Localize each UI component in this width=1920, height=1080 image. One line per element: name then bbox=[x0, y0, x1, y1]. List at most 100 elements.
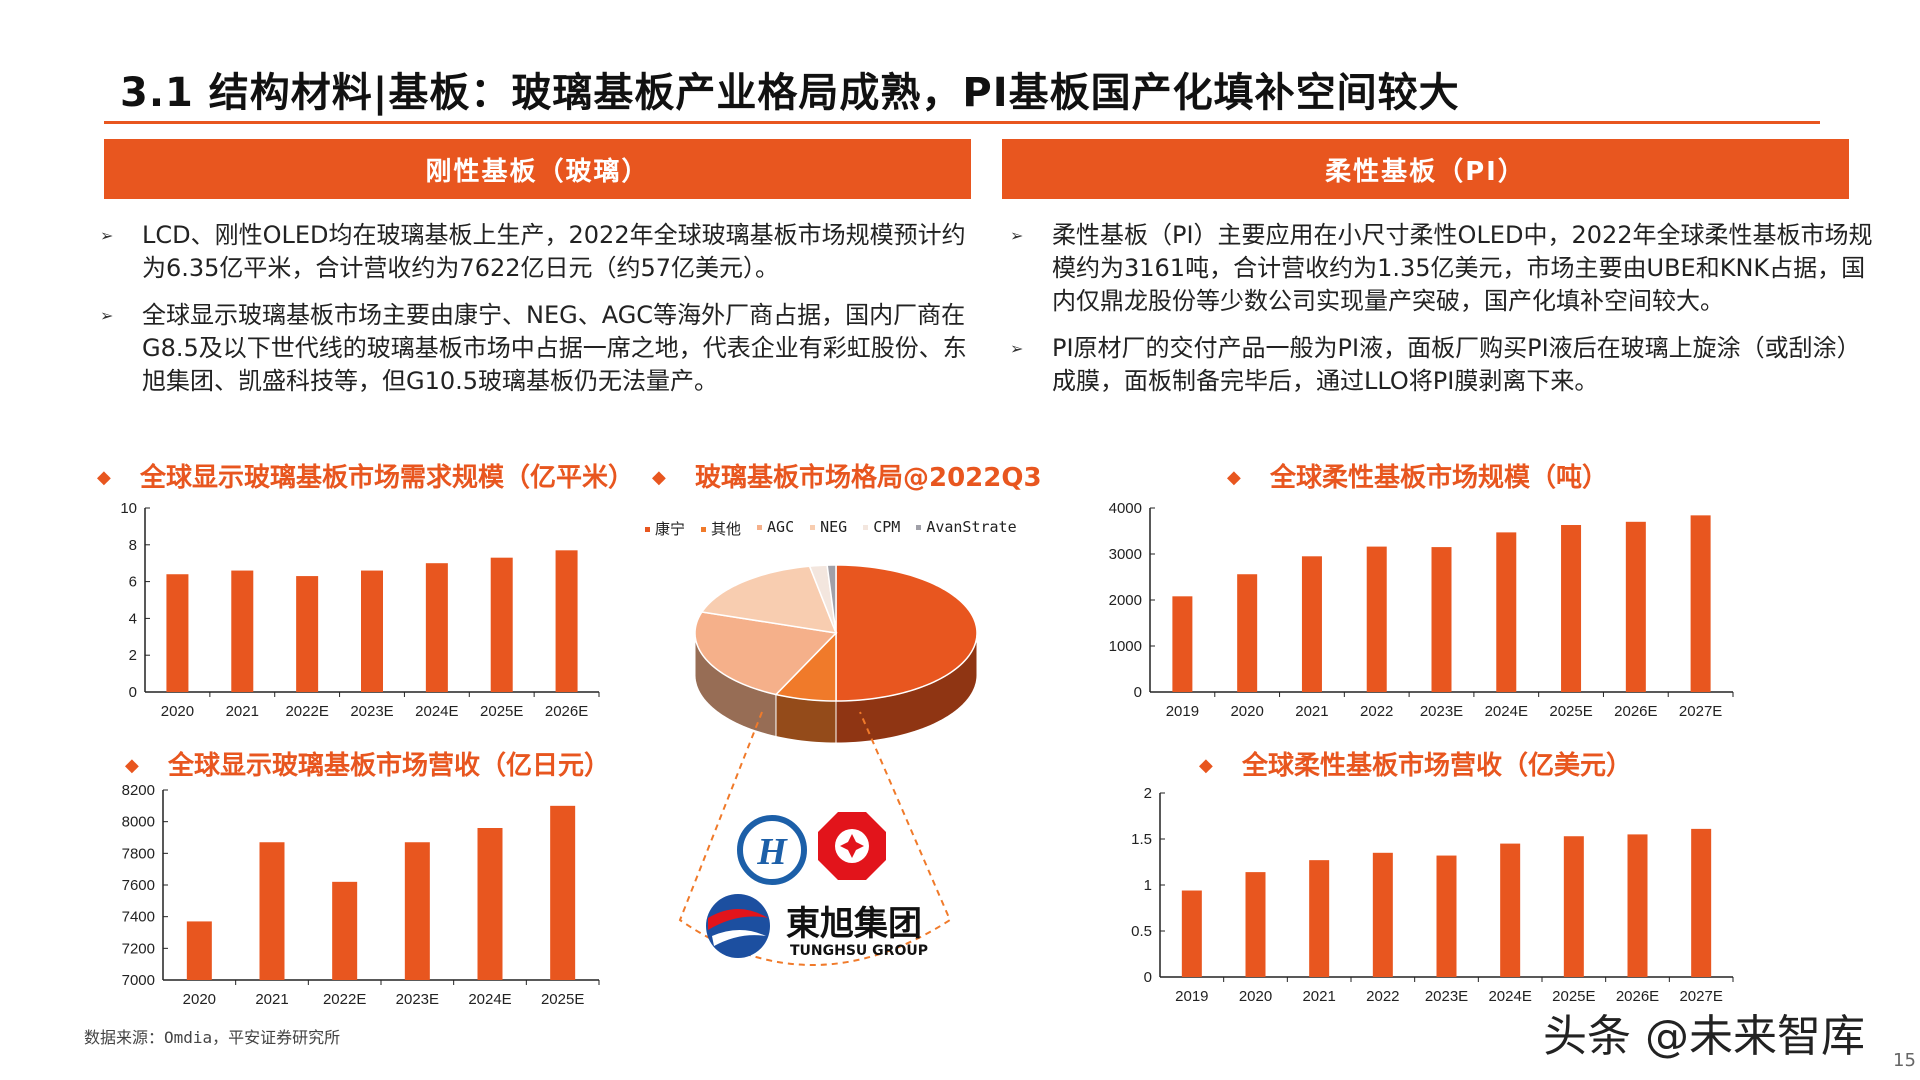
x-tick-label: 2024E bbox=[415, 703, 458, 720]
pie-legend: 康宁 其他 AGC NEG CPM AvanStrate bbox=[645, 518, 1017, 539]
legend-item: CPM bbox=[863, 518, 900, 539]
bar bbox=[1496, 532, 1517, 692]
bullet-text: 柔性基板（PI）主要应用在小尺寸柔性OLED中，2022年全球柔性基板市场规模约… bbox=[1052, 221, 1873, 315]
bar bbox=[1625, 521, 1646, 692]
chart-title-pie: ◆ 玻璃基板市场格局@2022Q3 bbox=[652, 461, 1042, 495]
title-divider bbox=[104, 121, 1820, 124]
y-tick-label: 7200 bbox=[122, 940, 155, 957]
y-tick-label: 2 bbox=[1144, 785, 1152, 802]
x-tick-label: 2020 bbox=[1230, 703, 1263, 720]
chart-title-flex-revenue: ◆ 全球柔性基板市场营收（亿美元） bbox=[1199, 749, 1633, 783]
rigid-bullets: ➢ LCD、刚性OLED均在玻璃基板上生产，2022年全球玻璃基板市场规模预计约为… bbox=[100, 219, 980, 412]
x-tick-label: 2026E bbox=[1614, 703, 1657, 720]
legend-item: AvanStrate bbox=[916, 518, 1017, 539]
bar bbox=[550, 805, 576, 980]
legend-label: 康宁 bbox=[655, 520, 686, 538]
y-tick-label: 1 bbox=[1144, 877, 1152, 894]
x-tick-label: 2023E bbox=[396, 991, 439, 1008]
bar bbox=[1309, 860, 1330, 977]
callout-dashed-outline bbox=[678, 711, 952, 966]
bullet-item: ➢ 全球显示玻璃基板市场主要由康宁、NEG、AGC等海外厂商占据，国内厂商在G8.… bbox=[100, 299, 980, 398]
pie-slice-康宁 bbox=[835, 564, 978, 702]
y-tick-label: 10 bbox=[120, 500, 137, 517]
legend-item: 其他 bbox=[701, 518, 741, 539]
tunghsu-logo-cn: 東旭集团 bbox=[786, 904, 922, 944]
y-tick-label: 2000 bbox=[1109, 592, 1142, 609]
bar bbox=[477, 828, 503, 980]
bar bbox=[259, 842, 285, 980]
x-tick-label: 2019 bbox=[1175, 988, 1208, 1005]
pie-slice-AGC bbox=[694, 611, 838, 696]
x-tick-label: 2027E bbox=[1679, 703, 1722, 720]
bar bbox=[1436, 855, 1457, 977]
legend-item: NEG bbox=[810, 518, 847, 539]
arrow-bullet-icon: ➢ bbox=[1010, 226, 1024, 245]
watermark: 头条 @未来智库 bbox=[1543, 1011, 1865, 1062]
data-source: 数据来源：Omdia，平安证券研究所 bbox=[84, 1028, 341, 1047]
y-tick-label: 2 bbox=[129, 647, 137, 664]
bar-chart-2: 7000 7200 7400 7600 7800 8000 8200 2020 2021 2022… bbox=[122, 782, 600, 1008]
x-tick-label: 2020 bbox=[183, 991, 216, 1008]
y-tick-label: 6 bbox=[129, 574, 137, 591]
y-tick-label: 7800 bbox=[122, 845, 155, 862]
legend-swatch bbox=[701, 527, 707, 532]
bar bbox=[231, 570, 254, 692]
bar bbox=[166, 574, 189, 692]
legend-swatch bbox=[645, 527, 650, 532]
bar bbox=[361, 570, 383, 692]
x-tick-label: 2019 bbox=[1166, 703, 1199, 720]
flexible-substrate-heading: 柔性基板（PI） bbox=[1002, 139, 1849, 199]
bar bbox=[1500, 843, 1521, 977]
chart-title-glass-revenue: ◆ 全球显示玻璃基板市场营收（亿日元） bbox=[125, 749, 611, 783]
y-tick-label: 0 bbox=[1144, 969, 1152, 986]
x-tick-label: 2021 bbox=[1295, 703, 1328, 720]
x-tick-label: 2023E bbox=[1425, 988, 1468, 1005]
x-tick-label: 2020 bbox=[161, 703, 194, 720]
bar bbox=[1627, 834, 1648, 977]
flexible-bullets: ➢ 柔性基板（PI）主要应用在小尺寸柔性OLED中，2022年全球柔性基板市场规模… bbox=[1010, 219, 1880, 412]
legend-swatch bbox=[757, 525, 763, 530]
bar bbox=[1172, 596, 1193, 692]
logo-area: H 東旭集团 TUNGHSU GROUP bbox=[678, 711, 952, 966]
x-tick-label: 2026E bbox=[1616, 988, 1659, 1005]
chart-title-text: 玻璃基板市场格局@2022Q3 bbox=[695, 463, 1042, 493]
diamond-icon: ◆ bbox=[97, 467, 111, 488]
x-tick-label: 2027E bbox=[1679, 988, 1722, 1005]
bullet-text: 全球显示玻璃基板市场主要由康宁、NEG、AGC等海外厂商占据，国内厂商在G8.5… bbox=[142, 301, 967, 395]
x-tick-label: 2022 bbox=[1366, 988, 1399, 1005]
arrow-bullet-icon: ➢ bbox=[100, 306, 114, 325]
pie-slice-NEG bbox=[700, 565, 838, 634]
x-tick-label: 2024E bbox=[468, 991, 511, 1008]
x-tick-label: 2025E bbox=[480, 703, 523, 720]
bar bbox=[1431, 547, 1452, 692]
x-tick-label: 2025E bbox=[1549, 703, 1592, 720]
svg-text:H: H bbox=[756, 831, 788, 873]
rigid-substrate-heading: 刚性基板（玻璃） bbox=[104, 139, 971, 199]
bar bbox=[425, 563, 448, 692]
legend-label: AvanStrate bbox=[926, 518, 1017, 536]
y-tick-label: 4000 bbox=[1109, 500, 1142, 517]
chart-title-text: 全球显示玻璃基板市场需求规模（亿平米） bbox=[140, 463, 635, 493]
x-tick-label: 2021 bbox=[255, 991, 288, 1008]
x-tick-label: 2023E bbox=[1420, 703, 1463, 720]
chart-title-text: 全球柔性基板市场营收（亿美元） bbox=[1242, 751, 1633, 781]
bar bbox=[332, 881, 358, 980]
chart-title-glass-demand: ◆ 全球显示玻璃基板市场需求规模（亿平米） bbox=[97, 461, 634, 495]
bullet-item: ➢ 柔性基板（PI）主要应用在小尺寸柔性OLED中，2022年全球柔性基板市场规模… bbox=[1010, 219, 1880, 318]
bar bbox=[1563, 836, 1584, 977]
bar bbox=[1691, 828, 1712, 977]
bar bbox=[1181, 890, 1202, 977]
bar bbox=[1372, 852, 1393, 977]
irico-logo: H bbox=[737, 815, 807, 885]
x-tick-label: 2026E bbox=[545, 703, 588, 720]
legend-swatch bbox=[863, 525, 869, 530]
bar bbox=[1561, 525, 1582, 692]
x-tick-label: 2021 bbox=[1302, 988, 1335, 1005]
x-tick-label: 2022E bbox=[285, 703, 328, 720]
legend-label: AGC bbox=[767, 518, 795, 536]
x-tick-label: 2024E bbox=[1485, 703, 1528, 720]
arrow-bullet-icon: ➢ bbox=[100, 226, 114, 245]
bar-chart-0: 0 2 4 6 8 10 2020 2021 2022E 2023E 2024E 2025E 2026E bbox=[120, 500, 600, 720]
chart-title-text: 全球显示玻璃基板市场营收（亿日元） bbox=[168, 751, 611, 781]
y-tick-label: 1000 bbox=[1109, 638, 1142, 655]
